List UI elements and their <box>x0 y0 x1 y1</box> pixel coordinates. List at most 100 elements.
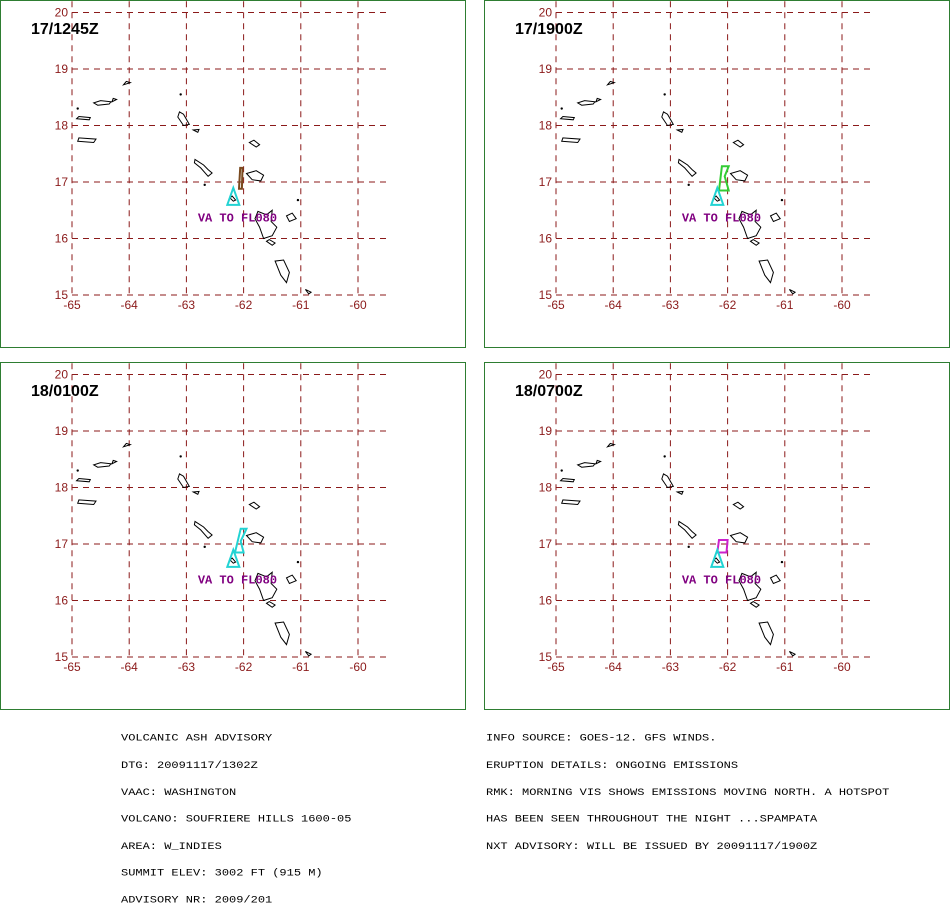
advisory-right-line: INFO SOURCE: GOES-12. GFS WINDS. <box>486 732 717 745</box>
latitude-tick-label: 15 <box>539 650 553 664</box>
map-panel-2: -65 -64 -63 -62 -61 -60 15 16 17 18 19 20 17/1900Z VA… <box>484 0 950 348</box>
island-coastline <box>245 170 265 182</box>
advisory-left-block: VOLCANIC ASH ADVISORY DTG: 20091117/1302… <box>121 716 351 913</box>
longitude-tick-label: -65 <box>547 660 565 674</box>
longitude-tick-label: -65 <box>63 298 81 312</box>
advisory-left-line: VOLCANIC ASH ADVISORY <box>121 732 273 745</box>
latitude-tick-label: 16 <box>539 232 553 246</box>
latitude-tick-label: 19 <box>55 424 69 438</box>
coastline-mark <box>560 469 563 472</box>
flight-level-label: VA TO FL080 <box>682 574 761 588</box>
island-coastline <box>245 532 265 544</box>
island-coastline <box>193 158 213 177</box>
island-coastline <box>758 259 774 284</box>
longitude-tick-label: -62 <box>719 660 737 674</box>
island-coastline <box>191 128 200 133</box>
longitude-tick-label: -64 <box>121 660 139 674</box>
volcano-triangle-icon <box>225 184 241 206</box>
longitude-tick-label: -64 <box>605 660 623 674</box>
coastline-mark <box>203 545 206 549</box>
island-coastline <box>285 574 297 585</box>
longitude-tick-label: -62 <box>235 660 253 674</box>
island-coastline <box>111 459 118 465</box>
island-coastline <box>248 139 261 148</box>
latitude-tick-label: 18 <box>539 119 553 133</box>
longitude-tick-label: -62 <box>235 298 253 312</box>
advisory-left-line: VOLCANO: SOUFRIERE HILLS 1600-05 <box>121 812 352 826</box>
advisory-right-block: INFO SOURCE: GOES-12. GFS WINDS. ERUPTIO… <box>486 716 889 860</box>
island-coastline <box>111 97 118 103</box>
longitude-tick-label: -63 <box>662 660 680 674</box>
island-coastline <box>177 111 191 127</box>
advisory-right-line: NXT ADVISORY: WILL BE ISSUED BY 20091117… <box>486 839 818 853</box>
latitude-tick-label: 17 <box>539 175 553 189</box>
island-coastline <box>677 520 697 539</box>
latitude-tick-label: 18 <box>55 481 69 495</box>
island-coastline <box>661 473 675 489</box>
advisory-left-line: SUMMIT ELEV: 3002 FT (915 M) <box>121 866 323 880</box>
advisory-left-line: AREA: W_INDIES <box>121 839 222 853</box>
coastline-mark <box>76 469 79 472</box>
island-coastline <box>738 209 762 240</box>
island-coastline <box>254 571 278 602</box>
panel-border <box>0 362 466 710</box>
island-coastline <box>758 621 774 646</box>
longitude-tick-label: -61 <box>292 660 310 674</box>
latitude-tick-label: 19 <box>539 62 553 76</box>
latitude-tick-label: 19 <box>539 424 553 438</box>
island-coastline <box>675 490 684 495</box>
coastline-mark <box>179 93 182 96</box>
island-coastline <box>77 499 97 506</box>
latitude-tick-label: 18 <box>55 119 69 133</box>
longitude-tick-label: -61 <box>292 298 310 312</box>
island-coastline <box>122 442 132 448</box>
island-coastline <box>75 477 92 483</box>
island-coastline <box>305 650 313 657</box>
ash-cloud-outline <box>237 166 244 190</box>
flight-level-label: VA TO FL080 <box>198 212 277 226</box>
longitude-tick-label: -60 <box>349 298 367 312</box>
island-coastline <box>248 501 261 510</box>
island-coastline <box>749 601 760 608</box>
advisory-left-line: DTG: 20091117/1302Z <box>121 759 258 772</box>
island-coastline <box>729 170 749 182</box>
latitude-tick-label: 15 <box>55 650 69 664</box>
island-coastline <box>561 499 581 506</box>
advisory-right-line: ERUPTION DETAILS: ONGOING EMISSIONS <box>486 759 739 772</box>
coastline-mark <box>663 455 666 458</box>
panel-timestamp: 18/0700Z <box>515 383 583 400</box>
latitude-tick-label: 16 <box>55 594 69 608</box>
island-coastline <box>274 621 290 646</box>
latitude-tick-label: 16 <box>539 594 553 608</box>
latitude-tick-label: 15 <box>55 288 69 302</box>
island-coastline <box>677 158 697 177</box>
island-coastline <box>789 650 797 657</box>
flight-level-label: VA TO FL080 <box>198 574 277 588</box>
island-coastline <box>265 239 276 246</box>
panel-timestamp: 17/1245Z <box>31 21 99 38</box>
panel-border <box>484 0 950 348</box>
coastline-mark <box>296 560 300 564</box>
panel-border <box>0 0 466 348</box>
island-coastline <box>265 601 276 608</box>
island-coastline <box>595 97 602 103</box>
island-coastline <box>732 139 745 148</box>
island-coastline <box>732 501 745 510</box>
island-coastline <box>606 442 616 448</box>
island-coastline <box>561 137 581 144</box>
volcano-triangle-icon <box>709 546 725 568</box>
panel-border <box>484 362 950 710</box>
coastline-mark <box>780 198 784 202</box>
island-coastline <box>729 532 749 544</box>
advisory-left-line: ADVISORY NR: 2009/201 <box>121 893 273 907</box>
latitude-tick-label: 18 <box>539 481 553 495</box>
island-coastline <box>122 80 132 86</box>
latitude-tick-label: 19 <box>55 62 69 76</box>
island-coastline <box>769 574 781 585</box>
flight-level-label: VA TO FL080 <box>682 212 761 226</box>
island-coastline <box>661 111 675 127</box>
map-panel-4: -65 -64 -63 -62 -61 -60 15 16 17 18 19 20 18/0700Z VA… <box>484 362 950 710</box>
island-coastline <box>305 288 313 295</box>
advisory-left-line: VAAC: WASHINGTON <box>121 786 237 799</box>
